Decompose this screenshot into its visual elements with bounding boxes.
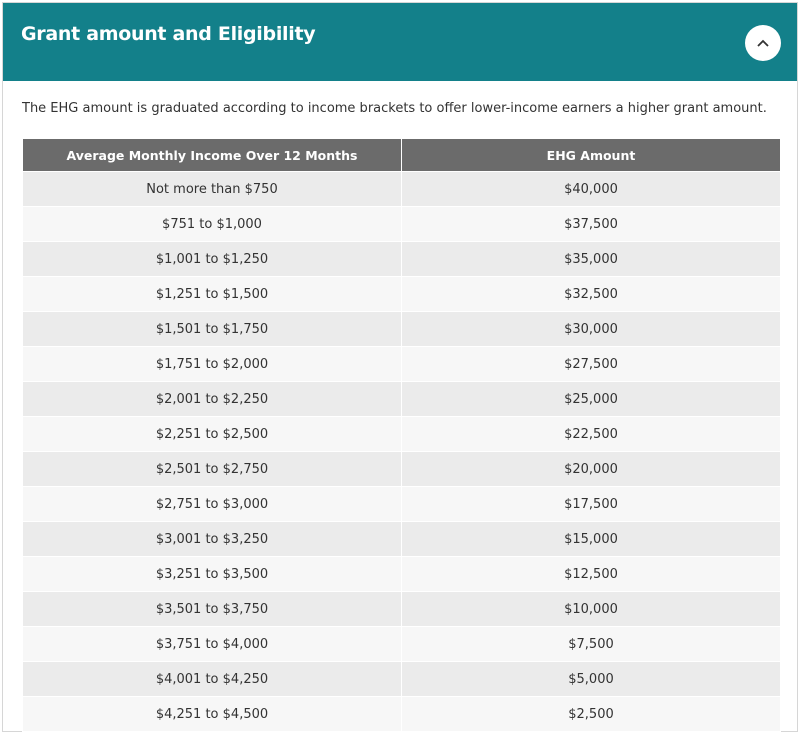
table-row: $1,751 to $2,000 $27,500: [22, 346, 781, 382]
income-bracket: $3,251 to $3,500: [22, 556, 402, 592]
accordion-header[interactable]: Grant amount and Eligibility: [3, 3, 797, 81]
table-row: $3,501 to $3,750 $10,000: [22, 591, 781, 627]
grant-amount: $2,500: [401, 696, 781, 732]
table-row: $1,001 to $1,250 $35,000: [22, 241, 781, 277]
grant-amount: $7,500: [401, 626, 781, 662]
table-row: $2,251 to $2,500 $22,500: [22, 416, 781, 452]
table-row: $2,501 to $2,750 $20,000: [22, 451, 781, 487]
column-header: Average Monthly Income Over 12 Months: [22, 138, 402, 172]
grant-amount: $15,000: [401, 521, 781, 557]
income-bracket: Not more than $750: [22, 171, 402, 207]
income-bracket: $1,251 to $1,500: [22, 276, 402, 312]
grant-amount: $32,500: [401, 276, 781, 312]
table-header-row: Average Monthly Income Over 12 Months EHG…: [22, 138, 781, 172]
table-body: Not more than $750 $40,000 $751 to $1,000 $…: [22, 171, 781, 732]
income-bracket: $2,001 to $2,250: [22, 381, 402, 417]
table-row: $2,751 to $3,000 $17,500: [22, 486, 781, 522]
grant-amount: $22,500: [401, 416, 781, 452]
income-bracket: $3,751 to $4,000: [22, 626, 402, 662]
intro-text: The EHG amount is graduated according to…: [22, 101, 767, 116]
income-bracket: $2,251 to $2,500: [22, 416, 402, 452]
income-bracket: $1,001 to $1,250: [22, 241, 402, 277]
table-row: $2,001 to $2,250 $25,000: [22, 381, 781, 417]
grant-amount: $5,000: [401, 661, 781, 697]
grant-amount: $20,000: [401, 451, 781, 487]
grant-amount: $30,000: [401, 311, 781, 347]
income-bracket: $1,501 to $1,750: [22, 311, 402, 347]
grant-amount: $25,000: [401, 381, 781, 417]
income-bracket: $3,501 to $3,750: [22, 591, 402, 627]
table-row: $3,751 to $4,000 $7,500: [22, 626, 781, 662]
column-header: EHG Amount: [401, 138, 781, 172]
grant-amount: $17,500: [401, 486, 781, 522]
grant-amount: $27,500: [401, 346, 781, 382]
table-row: $3,001 to $3,250 $15,000: [22, 521, 781, 557]
income-bracket: $2,751 to $3,000: [22, 486, 402, 522]
collapse-button[interactable]: [745, 25, 781, 61]
table-row: $4,251 to $4,500 $2,500: [22, 696, 781, 732]
income-bracket: $4,251 to $4,500: [22, 696, 402, 732]
table-row: $3,251 to $3,500 $12,500: [22, 556, 781, 592]
table-row: $4,001 to $4,250 $5,000: [22, 661, 781, 697]
section-title: Grant amount and Eligibility: [21, 23, 316, 45]
grant-amount: $40,000: [401, 171, 781, 207]
grant-amount: $35,000: [401, 241, 781, 277]
income-bracket: $751 to $1,000: [22, 206, 402, 242]
income-bracket: $2,501 to $2,750: [22, 451, 402, 487]
table-row: Not more than $750 $40,000: [22, 171, 781, 207]
table-row: $1,251 to $1,500 $32,500: [22, 276, 781, 312]
grant-table: Average Monthly Income Over 12 Months EHG…: [22, 138, 781, 732]
table-row: $1,501 to $1,750 $30,000: [22, 311, 781, 347]
income-bracket: $4,001 to $4,250: [22, 661, 402, 697]
income-bracket: $3,001 to $3,250: [22, 521, 402, 557]
grant-amount: $10,000: [401, 591, 781, 627]
grant-amount: $37,500: [401, 206, 781, 242]
grant-amount: $12,500: [401, 556, 781, 592]
table-row: $751 to $1,000 $37,500: [22, 206, 781, 242]
income-bracket: $1,751 to $2,000: [22, 346, 402, 382]
